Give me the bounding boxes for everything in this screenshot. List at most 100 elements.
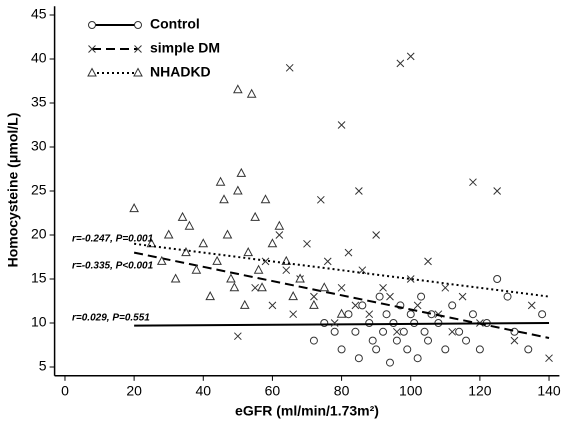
point bbox=[310, 292, 318, 301]
point bbox=[458, 292, 467, 301]
y-tick-label: 45 bbox=[31, 6, 47, 22]
legend-marker bbox=[133, 67, 143, 77]
point bbox=[372, 231, 381, 239]
point bbox=[319, 282, 330, 292]
point bbox=[288, 291, 299, 301]
point bbox=[441, 283, 450, 292]
point bbox=[309, 299, 319, 309]
point bbox=[379, 327, 388, 336]
point bbox=[379, 283, 387, 292]
point bbox=[406, 275, 415, 283]
point bbox=[323, 257, 332, 266]
point bbox=[236, 167, 247, 177]
point bbox=[344, 248, 353, 257]
y-tick-label: 10 bbox=[31, 314, 47, 330]
point bbox=[239, 299, 250, 309]
x-axis-label: eGFR (ml/min/1.73m²) bbox=[235, 403, 379, 419]
point bbox=[403, 345, 412, 354]
point bbox=[503, 292, 512, 301]
point bbox=[219, 194, 229, 204]
point bbox=[191, 264, 202, 274]
point bbox=[358, 266, 367, 275]
point bbox=[309, 336, 318, 345]
x-tick-label: 60 bbox=[265, 383, 281, 399]
point bbox=[274, 220, 285, 230]
point bbox=[358, 301, 367, 310]
x-tick-label: 20 bbox=[126, 383, 142, 399]
point bbox=[455, 327, 464, 336]
point bbox=[538, 310, 547, 319]
point bbox=[396, 59, 405, 68]
point bbox=[316, 195, 325, 204]
point bbox=[275, 231, 284, 239]
point bbox=[163, 229, 174, 239]
point bbox=[545, 354, 553, 363]
point bbox=[372, 345, 381, 354]
point bbox=[336, 308, 347, 318]
point bbox=[330, 319, 339, 327]
x-tick-label: 40 bbox=[195, 383, 211, 399]
point bbox=[170, 273, 181, 283]
point bbox=[382, 310, 391, 319]
point bbox=[282, 266, 291, 275]
x-tick-label: 100 bbox=[399, 383, 423, 399]
point bbox=[417, 292, 426, 301]
x-tick-label: 0 bbox=[61, 383, 69, 399]
y-tick-label: 5 bbox=[39, 358, 47, 374]
x-tick-label: 140 bbox=[537, 383, 561, 399]
point bbox=[524, 345, 533, 354]
point bbox=[285, 63, 294, 72]
point bbox=[129, 203, 139, 213]
point bbox=[462, 336, 471, 345]
y-tick-label: 15 bbox=[31, 270, 47, 286]
point bbox=[181, 247, 191, 257]
point bbox=[385, 358, 394, 367]
point bbox=[156, 255, 167, 265]
point bbox=[413, 301, 422, 310]
annotation: r=-0.335, P<0.001 bbox=[72, 261, 154, 272]
point bbox=[392, 336, 401, 345]
point bbox=[250, 211, 260, 221]
legend-marker bbox=[134, 21, 142, 29]
point bbox=[246, 88, 257, 98]
point bbox=[468, 310, 477, 319]
point bbox=[330, 327, 339, 336]
y-tick-label: 40 bbox=[31, 50, 47, 66]
y-tick-label: 20 bbox=[31, 226, 47, 242]
point bbox=[355, 187, 363, 195]
legend-marker bbox=[88, 21, 96, 29]
x-tick-label: 80 bbox=[334, 383, 350, 399]
point bbox=[177, 211, 188, 221]
legend-marker bbox=[134, 45, 142, 53]
point bbox=[320, 319, 329, 327]
point bbox=[289, 310, 298, 319]
point bbox=[351, 327, 360, 336]
point bbox=[393, 327, 401, 336]
point bbox=[198, 238, 209, 248]
point bbox=[351, 301, 360, 310]
point bbox=[354, 354, 363, 363]
point bbox=[493, 275, 502, 283]
point bbox=[365, 310, 374, 319]
point bbox=[205, 291, 216, 301]
point bbox=[375, 292, 384, 301]
annotation: r=-0.247, P=0.001 bbox=[72, 234, 154, 245]
point bbox=[337, 345, 346, 354]
point bbox=[268, 301, 277, 310]
legend-label: Control bbox=[150, 16, 200, 32]
point bbox=[233, 332, 242, 341]
point bbox=[527, 301, 536, 310]
point bbox=[303, 239, 311, 248]
point bbox=[226, 273, 236, 283]
point bbox=[448, 327, 457, 336]
point bbox=[386, 292, 394, 301]
point bbox=[337, 121, 346, 129]
point bbox=[368, 336, 377, 345]
point bbox=[510, 336, 519, 345]
point bbox=[184, 220, 195, 230]
legend-label: simple DM bbox=[150, 40, 220, 56]
point bbox=[424, 336, 433, 345]
point bbox=[233, 84, 243, 94]
point bbox=[399, 327, 408, 336]
